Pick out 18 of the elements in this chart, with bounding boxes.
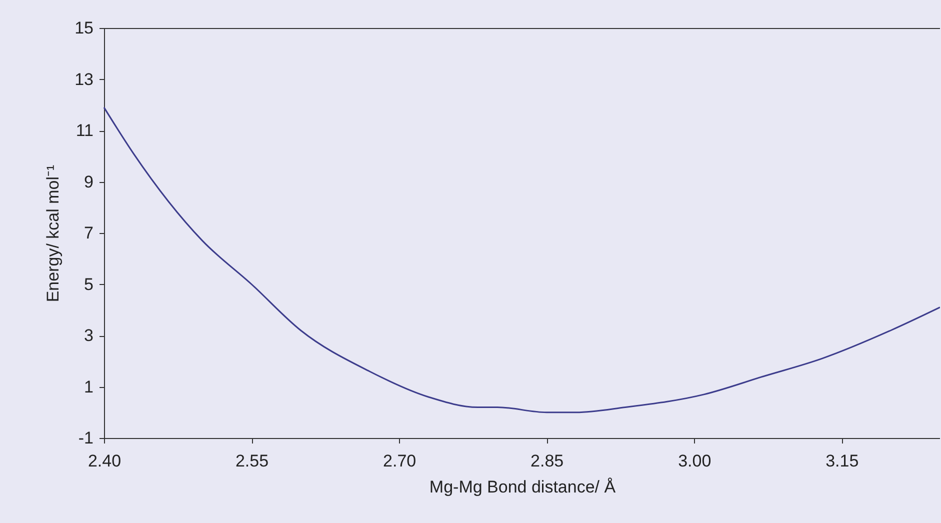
y-tick-label: 9: [84, 172, 94, 192]
y-axis-title: Energy/ kcal mol⁻¹: [44, 164, 63, 302]
y-tick-label: 13: [74, 70, 94, 89]
x-tick-label: 2.55: [235, 452, 269, 470]
y-tick-label: -1: [78, 428, 94, 448]
x-tick-label: 3.00: [678, 452, 712, 470]
y-tick-label: 5: [84, 274, 94, 294]
x-tick-label: 2.85: [530, 452, 564, 470]
y-tick-label: 11: [76, 121, 94, 140]
y-tick-label: 7: [84, 224, 94, 242]
y-tick-label: 3: [84, 326, 94, 345]
x-tick-label: 3.15: [826, 452, 859, 470]
y-tick-label: 15: [74, 18, 94, 38]
line-series: [103, 106, 940, 414]
x-tick-label: 2.40: [88, 452, 122, 470]
x-tick-label: 2.70: [383, 452, 416, 470]
y-tick-label: 1: [84, 377, 94, 396]
x-axis-title: Mg-Mg Bond distance/ Å: [429, 478, 616, 496]
